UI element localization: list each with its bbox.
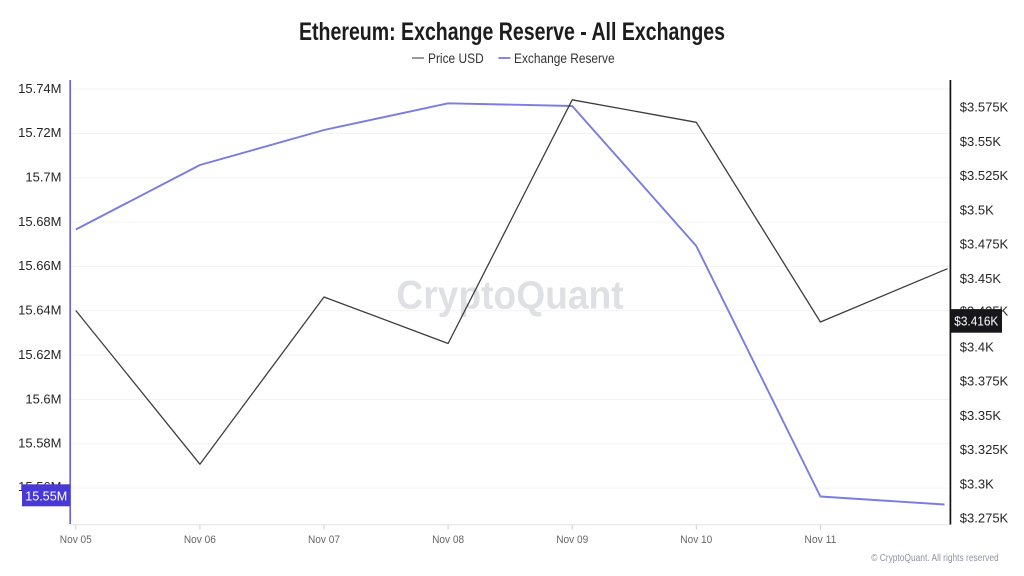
svg-text:15.58M: 15.58M — [18, 436, 61, 451]
svg-text:$3.35K: $3.35K — [960, 408, 1002, 423]
svg-text:15.6M: 15.6M — [25, 391, 61, 406]
svg-text:Nov 05: Nov 05 — [60, 534, 92, 546]
svg-text:15.7M: 15.7M — [25, 170, 61, 185]
svg-text:Exchange Reserve: Exchange Reserve — [514, 51, 615, 66]
svg-text:Nov 10: Nov 10 — [680, 534, 712, 546]
svg-text:$3.525K: $3.525K — [960, 168, 1009, 183]
svg-text:$3.4K: $3.4K — [960, 339, 994, 354]
svg-text:Nov 09: Nov 09 — [556, 534, 588, 546]
svg-text:15.55M: 15.55M — [25, 489, 67, 504]
svg-text:$3.275K: $3.275K — [960, 511, 1009, 526]
svg-text:Nov 07: Nov 07 — [308, 534, 340, 546]
svg-text:$3.416K: $3.416K — [954, 314, 998, 329]
svg-text:Ethereum: Exchange Reserve - A: Ethereum: Exchange Reserve - All Exchang… — [299, 18, 725, 46]
svg-text:Nov 08: Nov 08 — [432, 534, 464, 546]
svg-text:CryptoQuant: CryptoQuant — [396, 274, 623, 318]
svg-text:$3.45K: $3.45K — [960, 271, 1002, 286]
svg-text:15.74M: 15.74M — [18, 81, 61, 96]
svg-text:15.62M: 15.62M — [18, 347, 61, 362]
svg-text:Nov 11: Nov 11 — [804, 534, 836, 546]
svg-text:15.64M: 15.64M — [18, 303, 61, 318]
svg-text:15.66M: 15.66M — [18, 258, 61, 273]
svg-text:$3.325K: $3.325K — [960, 442, 1009, 457]
svg-text:$3.575K: $3.575K — [960, 100, 1009, 115]
svg-text:$3.375K: $3.375K — [960, 374, 1009, 389]
svg-text:15.72M: 15.72M — [18, 125, 61, 140]
svg-text:Price USD: Price USD — [428, 51, 484, 66]
svg-text:$3.5K: $3.5K — [960, 202, 994, 217]
svg-text:© CryptoQuant. All rights rese: © CryptoQuant. All rights reserved — [871, 553, 999, 564]
svg-text:$3.55K: $3.55K — [960, 134, 1002, 149]
svg-text:$3.475K: $3.475K — [960, 237, 1009, 252]
svg-text:15.68M: 15.68M — [18, 214, 61, 229]
svg-text:Nov 06: Nov 06 — [184, 534, 216, 546]
svg-text:$3.3K: $3.3K — [960, 476, 994, 491]
